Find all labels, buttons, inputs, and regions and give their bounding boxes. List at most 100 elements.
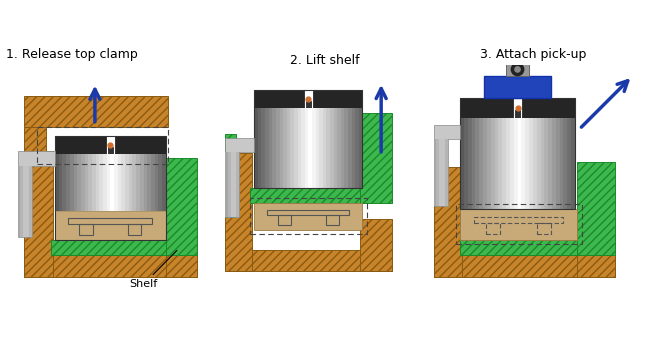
Bar bbox=[29, 166, 32, 237]
Bar bbox=[577, 162, 615, 255]
Bar bbox=[125, 154, 129, 211]
Bar bbox=[502, 118, 506, 208]
Bar bbox=[272, 108, 276, 188]
Text: 3. Attach pick-up: 3. Attach pick-up bbox=[480, 48, 586, 61]
Bar bbox=[326, 215, 339, 225]
Bar bbox=[537, 118, 541, 208]
Bar bbox=[92, 154, 96, 211]
Bar bbox=[359, 108, 363, 188]
Bar bbox=[434, 125, 460, 139]
Bar bbox=[560, 118, 564, 208]
Bar bbox=[486, 223, 500, 234]
Bar bbox=[62, 154, 66, 211]
Bar bbox=[233, 152, 236, 217]
Bar bbox=[225, 152, 239, 217]
Bar bbox=[330, 108, 334, 188]
Bar bbox=[18, 151, 55, 166]
Bar bbox=[571, 118, 575, 208]
Bar bbox=[541, 118, 545, 208]
Bar bbox=[55, 136, 166, 240]
Bar bbox=[529, 118, 533, 208]
Text: 1. Release top clamp: 1. Release top clamp bbox=[6, 48, 138, 61]
Text: 2. Lift shelf: 2. Lift shelf bbox=[290, 54, 360, 67]
Bar bbox=[225, 153, 252, 271]
Bar bbox=[495, 118, 499, 208]
Bar bbox=[107, 154, 111, 211]
Bar bbox=[484, 76, 551, 98]
Text: Shelf: Shelf bbox=[129, 250, 177, 289]
Bar bbox=[122, 154, 125, 211]
Bar bbox=[55, 154, 59, 211]
Bar bbox=[111, 154, 114, 211]
Bar bbox=[265, 108, 269, 188]
Bar bbox=[231, 152, 233, 217]
Bar bbox=[99, 154, 103, 211]
Bar bbox=[514, 118, 518, 208]
Bar bbox=[556, 118, 560, 208]
Bar bbox=[228, 152, 231, 217]
Bar bbox=[236, 152, 239, 217]
Circle shape bbox=[515, 67, 520, 72]
Bar bbox=[460, 118, 464, 208]
Bar bbox=[308, 108, 312, 188]
Bar bbox=[254, 108, 258, 188]
Bar bbox=[525, 118, 529, 208]
Bar bbox=[24, 151, 53, 277]
Bar bbox=[298, 108, 302, 188]
Bar bbox=[487, 118, 491, 208]
Bar bbox=[475, 118, 480, 208]
Bar bbox=[24, 255, 196, 277]
Bar bbox=[58, 154, 62, 211]
Bar bbox=[344, 108, 348, 188]
Bar bbox=[70, 154, 73, 211]
Bar bbox=[356, 108, 359, 188]
Bar bbox=[301, 108, 305, 188]
Bar bbox=[464, 118, 468, 208]
Bar bbox=[319, 108, 323, 188]
Bar bbox=[276, 108, 279, 188]
Bar bbox=[225, 152, 228, 217]
Bar bbox=[341, 108, 344, 188]
Bar bbox=[73, 154, 77, 211]
Bar bbox=[483, 118, 487, 208]
Bar bbox=[326, 108, 330, 188]
Bar bbox=[305, 108, 309, 188]
Bar bbox=[313, 90, 363, 108]
Bar bbox=[147, 154, 151, 211]
Bar bbox=[55, 136, 106, 154]
Bar bbox=[18, 166, 32, 237]
Bar bbox=[474, 217, 563, 223]
Bar bbox=[18, 166, 20, 237]
Bar bbox=[360, 219, 391, 271]
Bar bbox=[68, 218, 152, 224]
Bar bbox=[491, 118, 495, 208]
Bar bbox=[291, 108, 294, 188]
Bar bbox=[225, 138, 254, 152]
Bar bbox=[548, 118, 552, 208]
Bar bbox=[133, 154, 136, 211]
Bar bbox=[522, 98, 575, 118]
Bar bbox=[445, 139, 448, 206]
Bar bbox=[533, 118, 537, 208]
Bar bbox=[315, 108, 319, 188]
Bar bbox=[552, 118, 556, 208]
Bar bbox=[499, 118, 502, 208]
Bar bbox=[506, 63, 528, 76]
Bar bbox=[337, 108, 341, 188]
Bar bbox=[538, 223, 551, 234]
Bar bbox=[118, 154, 122, 211]
Bar bbox=[254, 90, 363, 188]
Bar bbox=[577, 211, 615, 277]
Bar bbox=[162, 154, 166, 211]
Bar bbox=[88, 154, 92, 211]
Bar bbox=[521, 118, 525, 208]
Bar bbox=[506, 118, 510, 208]
Bar bbox=[360, 113, 391, 203]
Bar bbox=[51, 240, 174, 255]
Bar bbox=[517, 118, 521, 208]
Bar bbox=[23, 166, 26, 237]
Bar bbox=[515, 110, 520, 118]
Bar bbox=[81, 154, 84, 211]
Bar bbox=[456, 204, 582, 244]
Bar bbox=[79, 224, 93, 235]
